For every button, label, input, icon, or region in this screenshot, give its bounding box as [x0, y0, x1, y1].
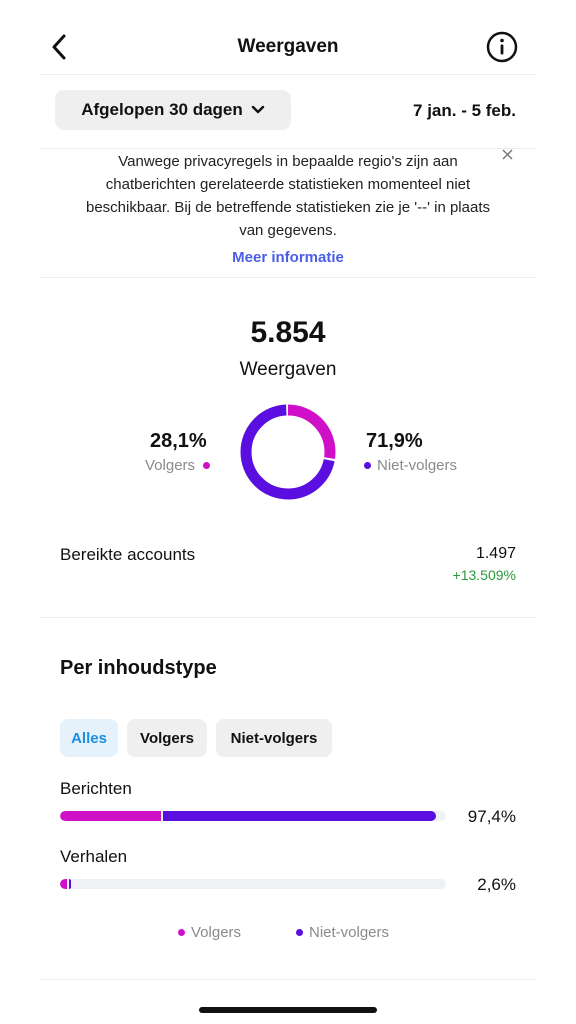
- reached-accounts-value: 1.497: [475, 545, 516, 562]
- privacy-notice: Vanwege privacyregels in bepaalde regio'…: [40, 150, 536, 267]
- bar-verhalen: [60, 879, 446, 889]
- donut-segment-followers: [240, 404, 336, 500]
- donut-segment-nonfollowers: [240, 404, 336, 500]
- views-label: Weergaven: [239, 359, 337, 380]
- legend-followers-label: Volgers: [191, 924, 242, 941]
- date-range: 7 jan. - 5 feb.: [413, 101, 516, 120]
- home-indicator: [199, 1007, 377, 1013]
- filter-divider: [40, 148, 536, 149]
- row-pct-verhalen: 2,6%: [477, 875, 516, 894]
- notice-divider: [40, 277, 536, 278]
- tab-niet-volgers[interactable]: Niet-volgers: [216, 719, 332, 757]
- tab-alles[interactable]: Alles: [60, 719, 118, 757]
- legend-nonfollowers-label: Niet-volgers: [309, 924, 390, 941]
- notice-close-button[interactable]: [497, 144, 517, 164]
- row-pct-berichten: 97,4%: [467, 807, 516, 826]
- legend-followers: Volgers: [178, 924, 241, 941]
- legend-clip: Volgers Niet-volgers: [178, 924, 389, 941]
- bar-berichten: [60, 811, 446, 821]
- nonfollowers-percentage: 71,9%: [366, 430, 423, 452]
- header-divider: [40, 74, 536, 75]
- bar-verhalen-followers: [60, 879, 68, 889]
- row-label-verhalen: Verhalen: [60, 847, 128, 866]
- info-button[interactable]: [485, 30, 519, 64]
- legend-nonfollowers: Niet-volgers: [296, 924, 389, 941]
- close-icon: [501, 148, 513, 160]
- reach-divider: [40, 617, 536, 618]
- period-label: Afgelopen 30 dagen: [81, 100, 243, 119]
- bottom-divider: [40, 979, 536, 980]
- views-total: 5.854: [250, 316, 326, 349]
- more-info-link[interactable]: Meer informatie: [232, 249, 344, 266]
- page-title: Weergaven: [237, 36, 339, 57]
- nonfollowers-legend: Niet-volgers: [364, 457, 457, 474]
- followers-legend: Volgers: [145, 457, 211, 474]
- nonfollowers-dot: [364, 462, 371, 469]
- nonfollowers-label: Niet-volgers: [377, 457, 458, 474]
- bar-verhalen-nonfollowers: [69, 879, 72, 889]
- row-label-berichten: Berichten: [60, 779, 132, 798]
- chevron-left-icon: [52, 34, 66, 60]
- back-button[interactable]: [44, 30, 74, 64]
- chevron-down-icon: [251, 105, 264, 114]
- followers-dot: [203, 462, 211, 469]
- content-type-title: Per inhoudstype: [60, 657, 217, 679]
- legend-followers-dot: [178, 929, 185, 936]
- info-icon: [486, 31, 518, 63]
- legend-nonfollowers-dot: [296, 929, 303, 936]
- notice-text: Vanwege privacyregels in bepaalde regio'…: [85, 153, 490, 239]
- reached-accounts-label: Bereikte accounts: [60, 545, 196, 564]
- header-bar: Weergaven: [0, 0, 576, 75]
- reached-accounts-change: +13.509%: [452, 567, 516, 583]
- bar-berichten-followers: [60, 811, 162, 821]
- followers-label: Volgers: [145, 457, 196, 474]
- period-dropdown[interactable]: Afgelopen 30 dagen: [55, 90, 291, 130]
- followers-percentage: 28,1%: [150, 430, 207, 452]
- views-donut-chart: [240, 404, 336, 500]
- bar-berichten-nonfollowers: [163, 811, 436, 821]
- tab-volgers[interactable]: Volgers: [127, 719, 207, 757]
